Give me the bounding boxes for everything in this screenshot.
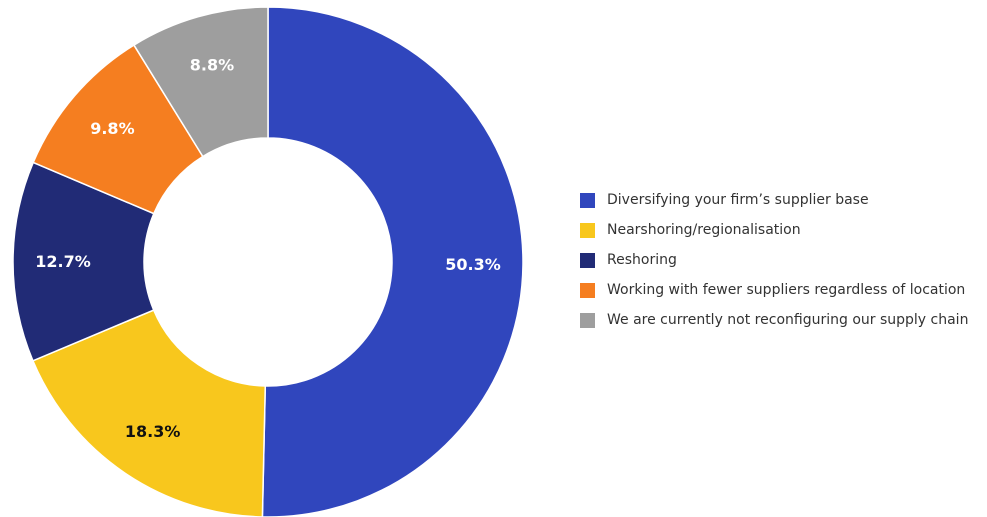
legend-label: Nearshoring/regionalisation xyxy=(607,222,801,238)
slice-value-label-1: 50.3% xyxy=(445,255,501,274)
legend-item: Nearshoring/regionalisation xyxy=(580,220,968,240)
legend-swatch xyxy=(580,222,595,238)
slice-labels: 50.3% 18.3% 12.7% 9.8% 8.8% xyxy=(35,55,501,441)
legend-swatch xyxy=(580,192,595,208)
legend-label: Diversifying your firm’s supplier base xyxy=(607,192,869,208)
legend-item: Diversifying your firm’s supplier base xyxy=(580,190,968,210)
slice-value-label-4: 9.8% xyxy=(90,119,134,138)
donut-slice-1 xyxy=(261,6,524,517)
chart-legend: Diversifying your firm’s supplier base Ne… xyxy=(580,190,968,340)
slice-value-label-5: 8.8% xyxy=(190,55,234,74)
legend-label: Reshoring xyxy=(607,252,677,268)
legend-swatch xyxy=(580,252,595,268)
slice-value-label-3: 12.7% xyxy=(35,252,91,271)
legend-item: We are currently not reconfiguring our s… xyxy=(580,310,968,330)
donut-slice-5 xyxy=(132,6,269,158)
legend-swatch xyxy=(580,282,595,298)
legend-swatch xyxy=(580,312,595,328)
legend-label: We are currently not reconfiguring our s… xyxy=(607,312,969,328)
slice-value-label-2: 18.3% xyxy=(125,422,181,441)
donut-slice-3 xyxy=(12,161,155,362)
legend-label: Working with fewer suppliers regardless … xyxy=(607,282,966,298)
legend-item: Working with fewer suppliers regardless … xyxy=(580,280,968,300)
donut-slice-2 xyxy=(31,309,267,517)
legend-item: Reshoring xyxy=(580,250,968,270)
donut-slices xyxy=(12,6,524,517)
